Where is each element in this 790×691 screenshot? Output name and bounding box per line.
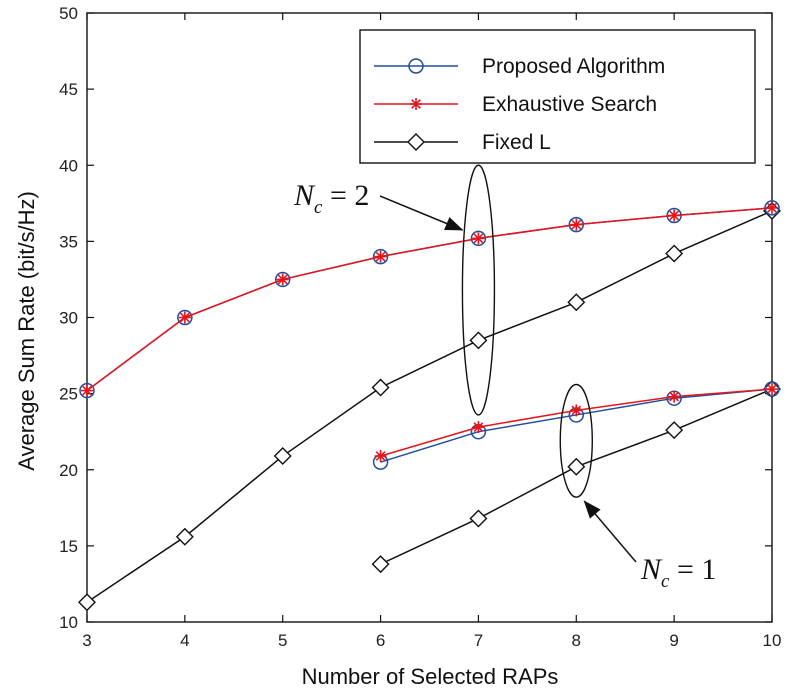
data-point <box>567 293 586 312</box>
data-point <box>665 421 684 440</box>
data-point <box>567 457 586 476</box>
x-tick-label: 10 <box>763 631 782 650</box>
annotation-ellipse-nc2 <box>461 164 496 416</box>
legend-label: Fixed L <box>482 131 551 154</box>
data-point <box>81 384 93 397</box>
data-point <box>273 447 292 466</box>
legend-label: Proposed Algorithm <box>482 55 665 78</box>
data-point <box>175 527 194 546</box>
svg-text:Nc = 2: Nc = 2 <box>293 179 369 218</box>
x-tick-label: 9 <box>669 631 678 650</box>
y-tick-label: 20 <box>59 461 78 480</box>
series-exhaustive-search <box>81 201 778 463</box>
data-point <box>371 555 390 574</box>
series-fixed-l <box>78 201 781 612</box>
data-point <box>766 383 778 396</box>
series-layer <box>78 200 781 612</box>
data-point <box>469 331 488 350</box>
x-axis-label: Number of Selected RAPs <box>302 664 559 689</box>
legend-entry-proposed-algorithm: Proposed Algorithm <box>374 55 665 78</box>
annotation-arrow-nc1 <box>583 500 637 563</box>
data-point <box>472 232 485 245</box>
x-tick-label: 6 <box>376 631 385 650</box>
data-point <box>371 378 390 397</box>
y-tick-label: 25 <box>59 385 78 404</box>
legend-marker <box>407 133 425 151</box>
data-point <box>79 382 95 399</box>
annotation-nc2-subscript: c <box>314 197 323 218</box>
data-point <box>668 209 681 222</box>
legend-marker <box>408 58 424 74</box>
data-point <box>472 421 485 434</box>
data-point <box>374 250 387 263</box>
x-tick-label: 5 <box>278 631 287 650</box>
legend: Proposed Algorithm Exhaustive Search Fixed… <box>359 29 756 164</box>
annotation-nc1-text: = 1 <box>669 553 716 586</box>
y-tick-label: 35 <box>59 232 78 251</box>
series-line <box>86 210 773 603</box>
legend-entry-exhaustive-search: Exhaustive Search <box>374 93 657 116</box>
data-point <box>665 244 684 263</box>
legend-marker <box>410 98 422 110</box>
legend-box <box>359 29 756 164</box>
data-point <box>374 450 387 463</box>
y-axis-label: Average Sum Rate (bit/s/Hz) <box>14 191 39 471</box>
data-point <box>470 230 487 247</box>
x-tick-label: 4 <box>180 631 189 650</box>
y-tick-label: 45 <box>59 80 78 99</box>
y-tick-label: 10 <box>59 613 78 632</box>
data-point <box>276 273 289 286</box>
legend-label: Exhaustive Search <box>482 93 657 116</box>
x-tick-label: 8 <box>572 631 581 650</box>
series-line <box>86 207 773 392</box>
data-point <box>668 390 681 403</box>
annotation-nc1-label: Nc = 1 <box>640 553 716 592</box>
y-tick-label: 40 <box>59 156 78 175</box>
data-point <box>78 593 96 612</box>
data-point <box>570 404 583 417</box>
y-tick-label: 15 <box>59 537 78 556</box>
y-tick-label: 50 <box>59 4 78 23</box>
data-point <box>274 271 291 288</box>
x-tick-label: 7 <box>474 631 483 650</box>
series-line <box>380 388 773 463</box>
data-point <box>372 248 389 265</box>
data-point <box>570 218 583 231</box>
data-point <box>766 201 778 214</box>
data-point <box>177 309 193 326</box>
annotations <box>379 164 637 563</box>
annotation-nc1-symbol: N <box>640 553 663 586</box>
data-point <box>469 509 488 528</box>
legend-entry-fixed-l: Fixed L <box>374 131 551 154</box>
annotation-nc2-symbol: N <box>293 179 316 212</box>
svg-text:Nc = 1: Nc = 1 <box>640 553 716 592</box>
annotation-arrow-nc2 <box>379 195 464 231</box>
annotation-nc2-label: Nc = 2 <box>293 179 369 218</box>
annotation-nc2-text: = 2 <box>322 179 369 212</box>
y-tick-label: 30 <box>59 309 78 328</box>
x-tick-label: 3 <box>82 631 91 650</box>
annotation-nc1-subscript: c <box>661 571 670 592</box>
data-point <box>178 311 191 324</box>
annotation-ellipse-nc1 <box>559 383 593 498</box>
